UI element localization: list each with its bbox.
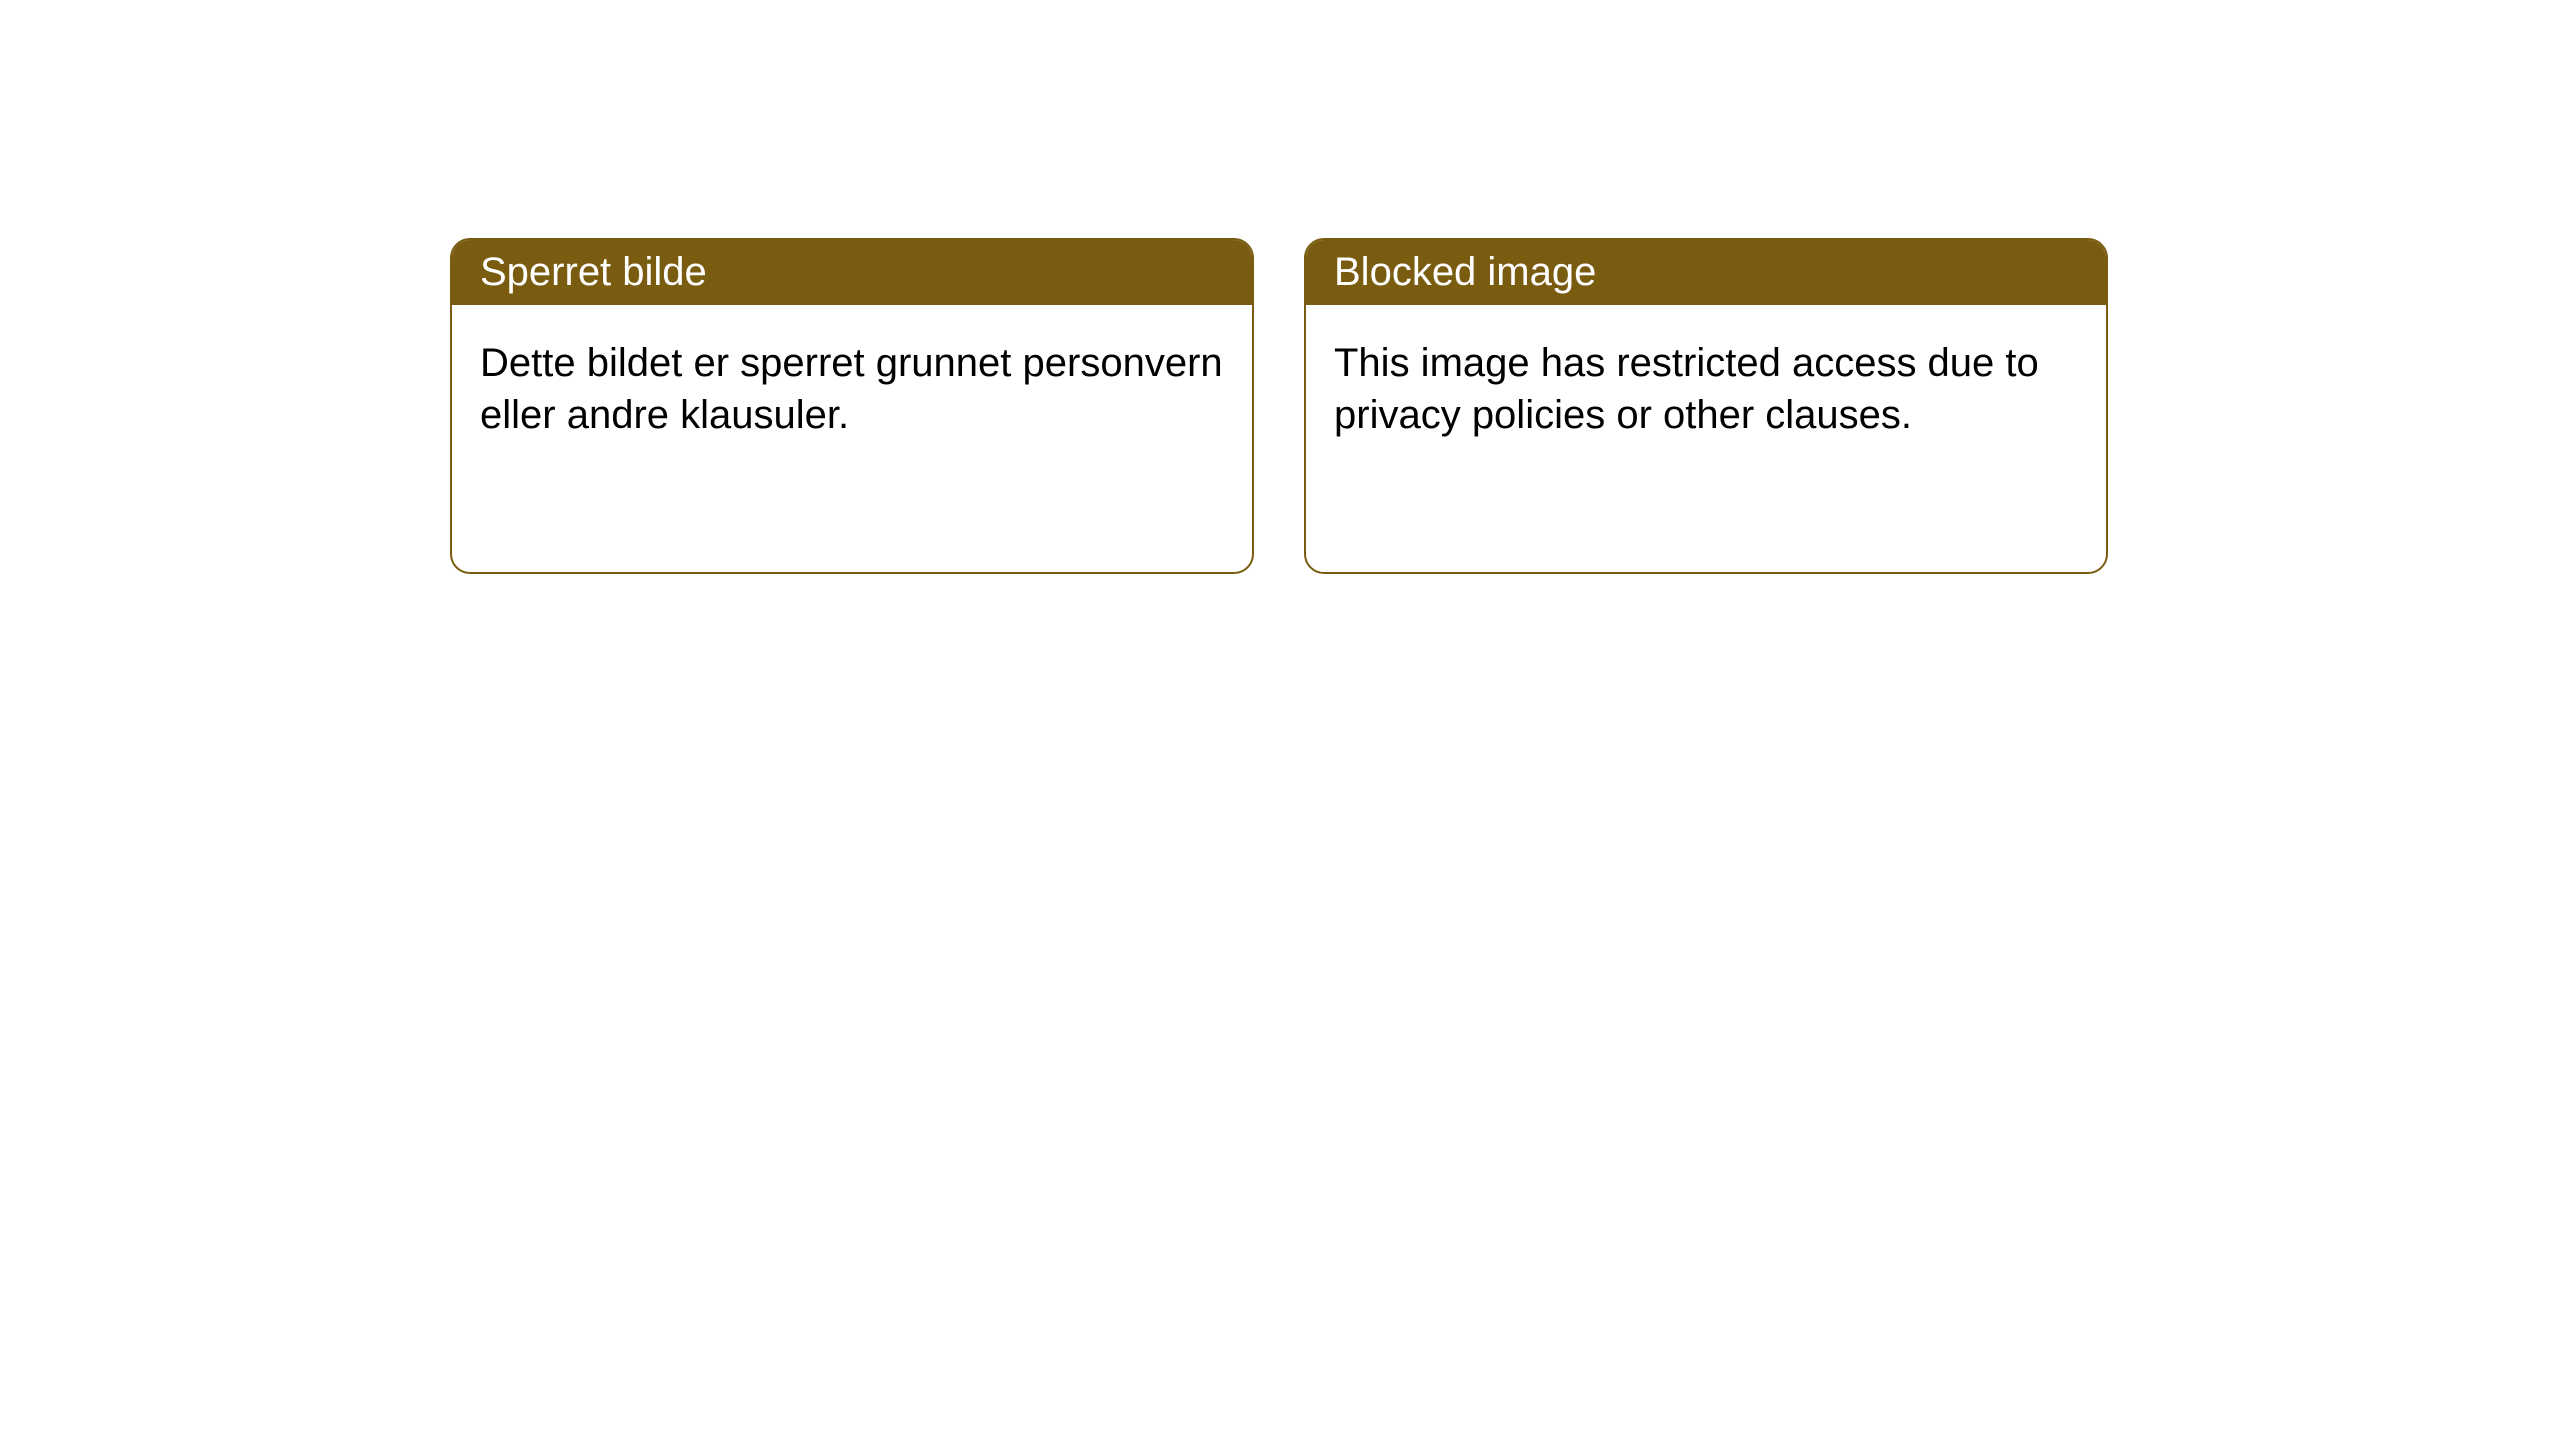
notice-container: Sperret bilde Dette bildet er sperret gr… xyxy=(450,238,2108,574)
notice-card-norwegian: Sperret bilde Dette bildet er sperret gr… xyxy=(450,238,1254,574)
notice-header: Sperret bilde xyxy=(452,240,1252,305)
notice-header: Blocked image xyxy=(1306,240,2106,305)
notice-body: This image has restricted access due to … xyxy=(1306,305,2106,572)
notice-card-english: Blocked image This image has restricted … xyxy=(1304,238,2108,574)
notice-body: Dette bildet er sperret grunnet personve… xyxy=(452,305,1252,572)
